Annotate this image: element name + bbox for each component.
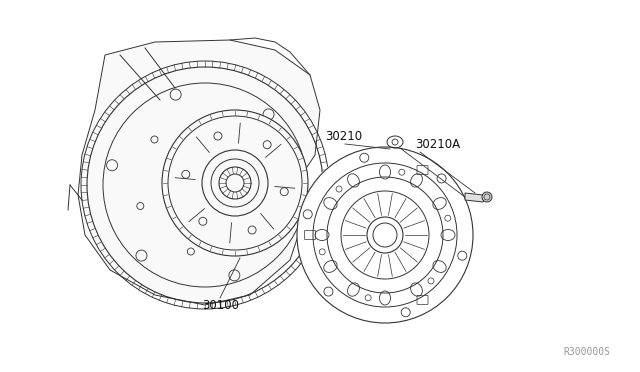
- Text: R300000S: R300000S: [563, 347, 610, 357]
- Polygon shape: [78, 40, 320, 305]
- Text: 30210: 30210: [325, 130, 362, 143]
- Polygon shape: [465, 193, 485, 202]
- Text: 30210A: 30210A: [415, 138, 460, 151]
- Ellipse shape: [297, 145, 473, 325]
- Text: 30100: 30100: [202, 299, 239, 312]
- Circle shape: [162, 110, 308, 256]
- Circle shape: [482, 192, 492, 202]
